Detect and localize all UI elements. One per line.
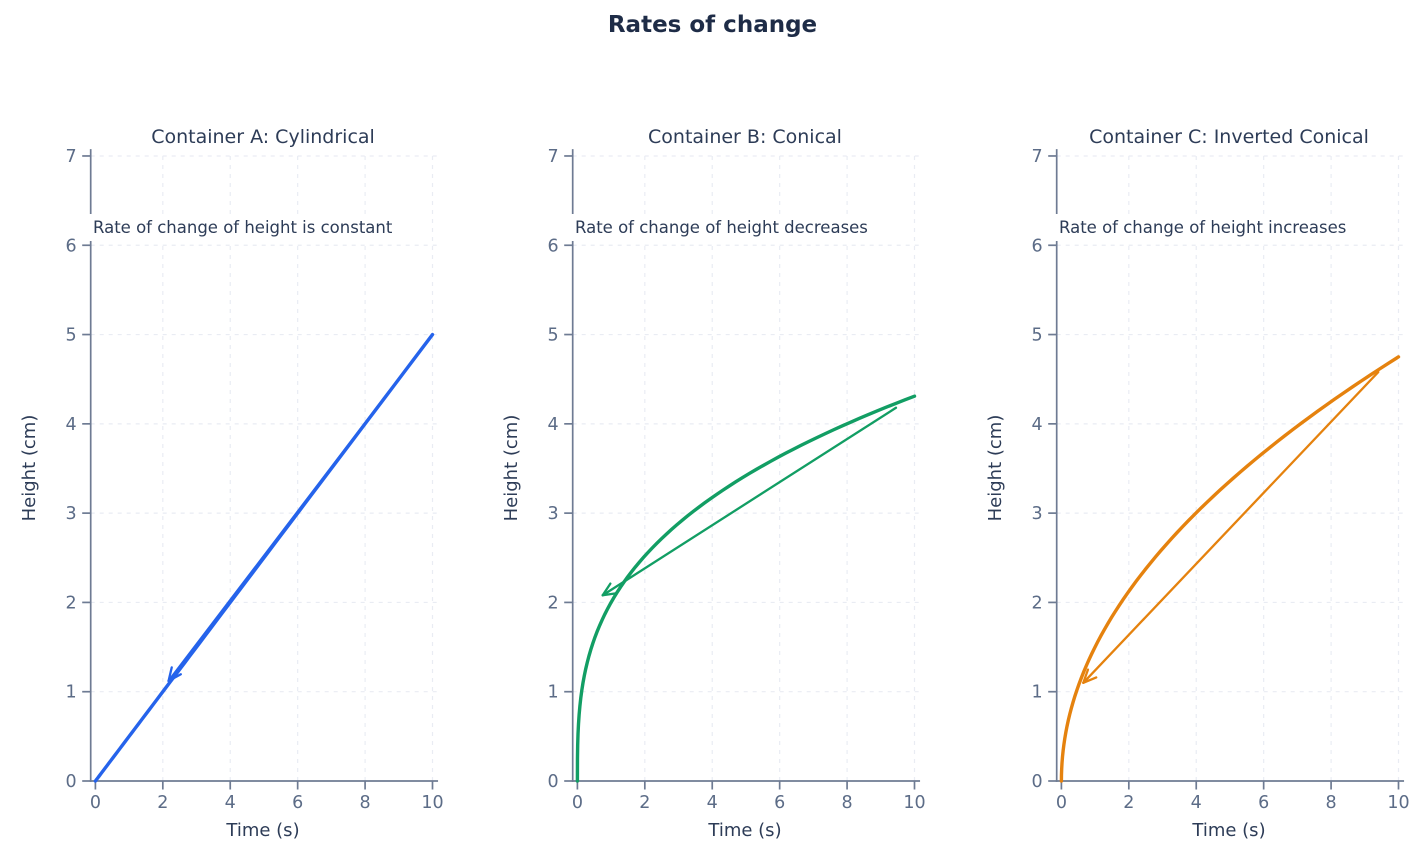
gridlines bbox=[572, 153, 920, 781]
y-tick-label: 5 bbox=[1032, 326, 1043, 346]
height-curve bbox=[1059, 355, 1401, 783]
gridlines bbox=[90, 153, 438, 781]
x-tick-label: 2 bbox=[157, 793, 168, 813]
tick-labels: 0 2 4 6 8 10 0 1 2 3 4 5 6 7 bbox=[1032, 147, 1410, 813]
y-tick-label: 3 bbox=[1032, 504, 1043, 524]
x-tick-label: 8 bbox=[1326, 793, 1337, 813]
y-tick-label: 4 bbox=[66, 415, 77, 435]
x-tick-label: 8 bbox=[360, 793, 371, 813]
x-tick-label: 0 bbox=[1056, 793, 1067, 813]
x-tick-label: 0 bbox=[572, 793, 583, 813]
panel-b-title: Container B: Conical bbox=[648, 126, 842, 148]
panel-b: 0 2 4 6 8 10 0 1 2 3 4 5 6 7 bbox=[548, 147, 926, 813]
y-tick-label: 2 bbox=[66, 593, 77, 613]
axes-spines bbox=[1055, 149, 1405, 782]
x-tick-label: 6 bbox=[774, 793, 785, 813]
y-tick-label: 2 bbox=[1032, 593, 1043, 613]
axes-spines bbox=[89, 149, 439, 782]
panel-c-title: Container C: Inverted Conical bbox=[1089, 126, 1369, 148]
gridlines bbox=[1056, 153, 1404, 781]
panel-a-x-axis-label: Time (s) bbox=[226, 820, 300, 841]
x-tick-label: 0 bbox=[90, 793, 101, 813]
trend-arrow-head bbox=[1082, 668, 1098, 684]
tick-marks bbox=[564, 155, 916, 790]
y-tick-label: 1 bbox=[548, 683, 559, 703]
trend-arrow-head bbox=[167, 666, 182, 683]
y-tick-label: 7 bbox=[1032, 147, 1043, 167]
y-tick-label: 5 bbox=[66, 326, 77, 346]
y-tick-label: 0 bbox=[548, 772, 559, 792]
x-tick-label: 6 bbox=[1258, 793, 1269, 813]
tick-labels: 0 2 4 6 8 10 0 1 2 3 4 5 6 7 bbox=[548, 147, 926, 813]
y-tick-label: 5 bbox=[548, 326, 559, 346]
x-tick-label: 4 bbox=[225, 793, 236, 813]
y-tick-label: 6 bbox=[1032, 236, 1043, 256]
panel-a-y-axis-label: Height (cm) bbox=[19, 414, 40, 522]
x-tick-label: 4 bbox=[1191, 793, 1202, 813]
x-tick-label: 10 bbox=[421, 793, 443, 813]
y-tick-label: 0 bbox=[66, 772, 77, 792]
axes-spines bbox=[571, 149, 921, 782]
trend-arrow-shaft bbox=[1082, 370, 1380, 684]
panel-c-x-axis-label: Time (s) bbox=[1192, 820, 1266, 841]
panel-a-title: Container A: Cylindrical bbox=[151, 126, 375, 148]
y-tick-label: 4 bbox=[1032, 415, 1043, 435]
y-tick-label: 1 bbox=[1032, 683, 1043, 703]
y-tick-label: 1 bbox=[66, 683, 77, 703]
figure-title: Rates of change bbox=[607, 12, 818, 38]
trend-arrow-shaft bbox=[601, 406, 898, 597]
x-tick-label: 4 bbox=[707, 793, 718, 813]
panel-b-x-axis-label: Time (s) bbox=[708, 820, 782, 841]
panel-c-y-axis-label: Height (cm) bbox=[985, 414, 1006, 522]
x-tick-label: 6 bbox=[292, 793, 303, 813]
y-tick-label: 7 bbox=[548, 147, 559, 167]
panel-c-annotation: Rate of change of height increases bbox=[1048, 214, 1355, 241]
panel-b-annotation: Rate of change of height decreases bbox=[564, 214, 876, 241]
y-tick-label: 7 bbox=[66, 147, 77, 167]
trend-arrow-head bbox=[601, 582, 618, 597]
y-tick-label: 6 bbox=[66, 236, 77, 256]
tick-marks bbox=[1048, 155, 1400, 790]
panel-b-y-axis-label: Height (cm) bbox=[501, 414, 522, 522]
panel-a: 0 2 4 6 8 10 0 1 2 3 4 5 6 7 bbox=[66, 147, 444, 813]
height-curve bbox=[93, 332, 435, 783]
panel-a-annotation: Rate of change of height is constant bbox=[82, 214, 401, 241]
panel-c: 0 2 4 6 8 10 0 1 2 3 4 5 6 7 bbox=[1032, 147, 1410, 813]
y-tick-label: 3 bbox=[548, 504, 559, 524]
tick-labels: 0 2 4 6 8 10 0 1 2 3 4 5 6 7 bbox=[66, 147, 444, 813]
x-tick-label: 10 bbox=[903, 793, 925, 813]
x-tick-label: 8 bbox=[842, 793, 853, 813]
x-tick-label: 2 bbox=[1123, 793, 1134, 813]
x-tick-label: 10 bbox=[1387, 793, 1409, 813]
y-tick-label: 3 bbox=[66, 504, 77, 524]
height-curve bbox=[575, 394, 917, 783]
y-tick-label: 2 bbox=[548, 593, 559, 613]
tick-marks bbox=[82, 155, 434, 790]
y-tick-label: 4 bbox=[548, 415, 559, 435]
y-tick-label: 0 bbox=[1032, 772, 1043, 792]
x-tick-label: 2 bbox=[639, 793, 650, 813]
y-tick-label: 6 bbox=[548, 236, 559, 256]
